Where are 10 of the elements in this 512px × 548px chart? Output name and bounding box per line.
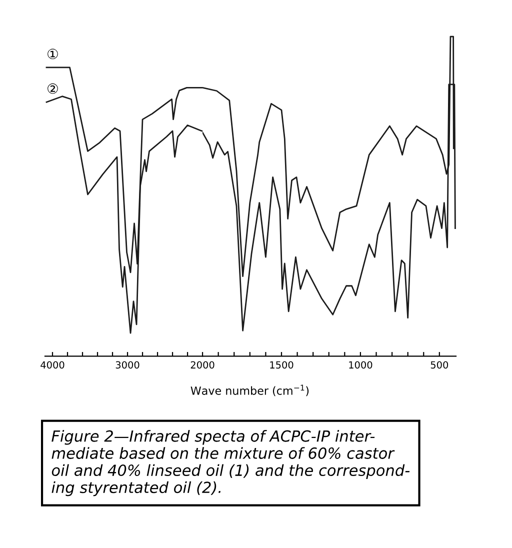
x-tick-label: 2000 xyxy=(190,361,214,369)
x-tick-label: 4000 xyxy=(40,361,64,369)
x-axis-title: Wave number (cm$^{−1}$) xyxy=(190,384,309,396)
x-tick-label: 1000 xyxy=(349,361,372,369)
series-label: ② xyxy=(48,83,58,94)
x-tick-label: 500 xyxy=(430,361,448,369)
x-tick-label: 3000 xyxy=(116,361,140,369)
series-label: ① xyxy=(48,48,58,60)
x-tick-label: 1500 xyxy=(270,361,294,369)
caption: Figure 2—Infrared specta of ACPC-IP inter- mediate based on the mixture of 60% castor oil and 40% linseed oil (1) and the correspond- ing styrentated oil (2). xyxy=(52,430,410,496)
